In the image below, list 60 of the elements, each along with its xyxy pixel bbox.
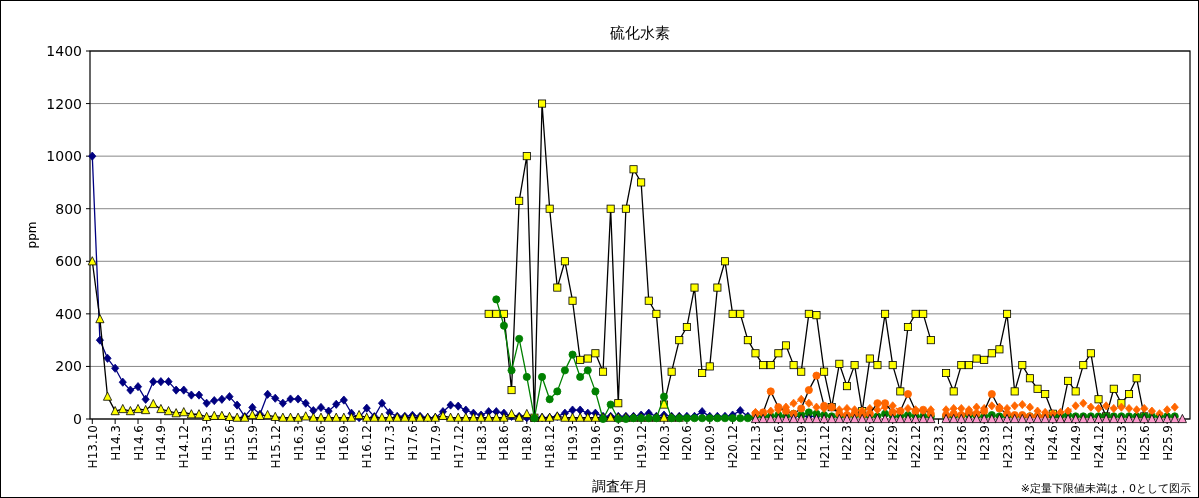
x-tick-label: H15.3 [200,425,215,461]
x-tick-label: H15.12 [268,425,283,469]
x-tick-label: H23.12 [1000,425,1015,469]
x-tick-label: H20.6 [680,425,695,461]
text: ※定量下限値未満は，0として図示 [1020,482,1191,495]
x-tick-label: H25.9 [1160,425,1175,461]
x-tick-label: H21.9 [794,425,809,461]
x-tick-label: H17.9 [428,425,443,461]
x-tick-label: H16.3 [291,425,306,461]
x-tick-label: H20.3 [657,425,672,461]
x-tick-label: H20.9 [703,425,718,461]
x-tick-label: H17.3 [383,425,398,461]
y-tick-label: 200 [55,358,82,375]
x-tick-label: H23.9 [977,425,992,461]
x-tick-label: H20.12 [726,425,741,469]
x-tick-label: H22.12 [909,425,924,469]
x-tick-label: H18.9 [520,425,535,461]
x-tick-label: H16.6 [314,425,329,461]
y-tick-label: 800 [55,200,82,217]
x-tick-label: H24.9 [1069,425,1084,461]
x-tick-label: H24.12 [1092,425,1107,469]
chart-title: 硫化水素 [610,24,670,42]
y-tick-label: 1000 [46,148,82,165]
x-tick-label: H19.6 [588,425,603,461]
x-tick-label: H13.10 [85,425,100,469]
y-tick-label: 1200 [46,95,82,112]
x-axis-title: 調査年月 [592,478,648,494]
x-tick-label: H24.6 [1046,425,1061,461]
x-tick-label: H14.6 [131,425,146,461]
x-tick-label: H14.12 [177,425,192,469]
x-tick-label: H22.6 [863,425,878,461]
y-tick-label: 1400 [46,43,82,59]
x-tick-label: H19.12 [634,425,649,469]
x-tick-label: H16.9 [337,425,352,461]
x-tick-label: H25.3 [1114,425,1129,461]
x-tick-label: H17.12 [451,425,466,469]
y-tick-label: 400 [55,305,82,322]
x-tick-label: H21.12 [817,425,832,469]
x-tick-label: H16.12 [360,425,375,469]
x-tick-label: H18.6 [497,425,512,461]
x-tick-label: H21.3 [748,425,763,461]
x-tick-label: H21.6 [771,425,786,461]
x-tick-label: H19.3 [566,425,581,461]
x-tick-label: H15.6 [223,425,237,461]
x-tick-label: H23.3 [931,425,946,461]
x-tick-label: H22.9 [886,425,901,461]
x-tick-label: H14.9 [154,425,169,461]
x-tick-label: H18.3 [474,425,489,461]
y-tick-label: 0 [73,411,82,427]
y-axis-title: ppm [25,221,39,249]
x-tick-label: H24.3 [1023,425,1038,461]
x-tick-label: H14.3 [108,425,123,461]
x-tick-label: H19.9 [611,425,626,461]
x-tick-label: H23.6 [954,425,969,461]
y-tick-label: 600 [55,253,82,270]
x-tick-label: H18.12 [543,425,558,469]
x-tick-label: H15.9 [245,425,260,461]
x-tick-label: H17.6 [405,425,420,461]
x-tick-label: H25.6 [1137,425,1152,461]
x-tick-label: H22.3 [840,425,855,461]
